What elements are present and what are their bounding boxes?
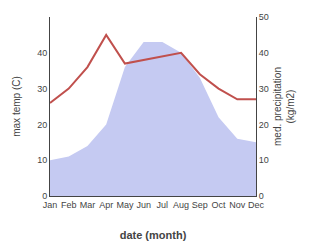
svg-text:20: 20 xyxy=(259,120,269,130)
svg-text:med. precipitation(kg/m2): med. precipitation(kg/m2) xyxy=(272,67,296,146)
svg-text:40: 40 xyxy=(259,48,269,58)
svg-text:Sep: Sep xyxy=(192,200,208,210)
svg-text:Oct: Oct xyxy=(212,200,227,210)
svg-text:30: 30 xyxy=(259,84,269,94)
svg-text:30: 30 xyxy=(37,84,47,94)
svg-text:Dec: Dec xyxy=(248,200,265,210)
svg-text:0: 0 xyxy=(42,191,47,201)
svg-text:Mar: Mar xyxy=(80,200,96,210)
svg-text:Feb: Feb xyxy=(61,200,77,210)
svg-text:10: 10 xyxy=(259,155,269,165)
svg-text:May: May xyxy=(116,200,134,210)
svg-text:50: 50 xyxy=(259,12,269,22)
svg-text:Jan: Jan xyxy=(43,200,58,210)
svg-text:40: 40 xyxy=(37,48,47,58)
svg-text:Jun: Jun xyxy=(136,200,151,210)
svg-text:Apr: Apr xyxy=(99,200,113,210)
svg-text:0: 0 xyxy=(259,191,264,201)
svg-text:20: 20 xyxy=(37,120,47,130)
svg-text:Nov: Nov xyxy=(229,200,246,210)
svg-text:Jul: Jul xyxy=(157,200,169,210)
svg-text:10: 10 xyxy=(37,155,47,165)
svg-text:date (month): date (month) xyxy=(120,229,187,241)
svg-text:max temp (C): max temp (C) xyxy=(11,76,22,137)
svg-text:Aug: Aug xyxy=(173,200,189,210)
